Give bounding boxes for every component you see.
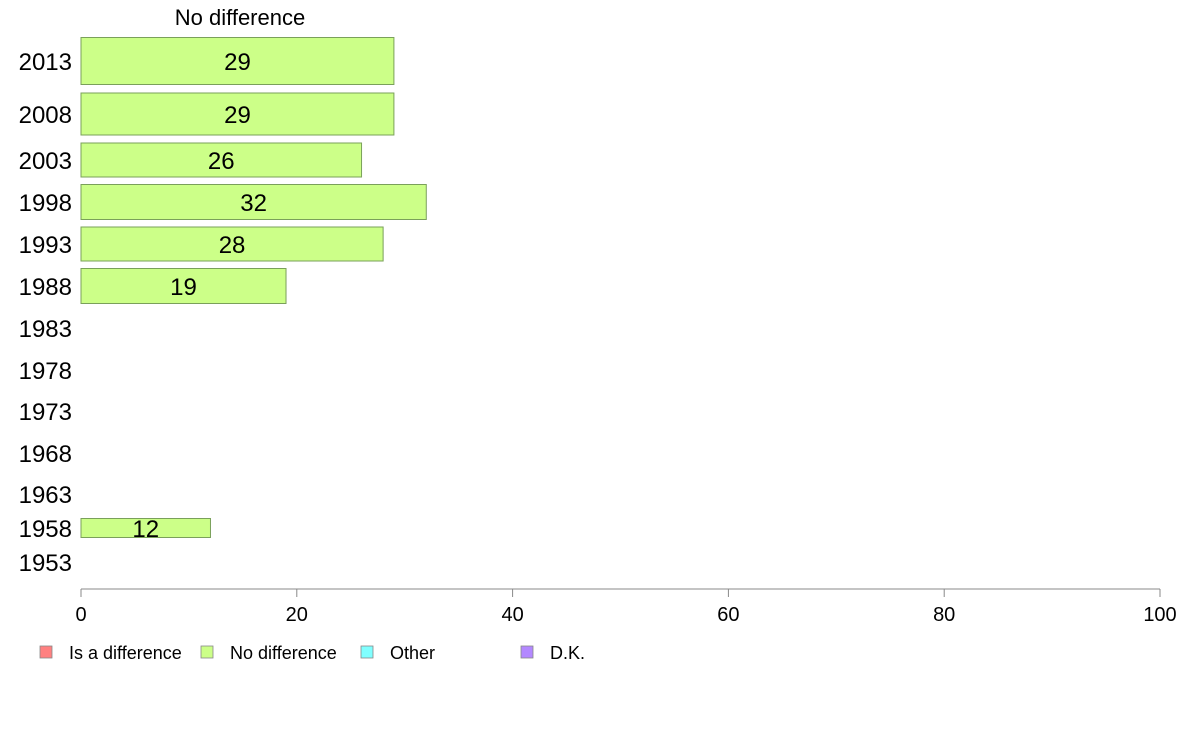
bar-1958 [80,518,211,538]
year-labels: 2013 2008 2003 1998 1993 1988 1983 1978 1973 1968… [19,49,72,577]
year-label-2013: 2013 [19,49,72,76]
bar-label-2003: 26 [208,148,235,175]
year-label-1958: 1958 [19,516,72,543]
legend-swatch-0 [39,645,53,659]
bar-label-1958: 12 [132,516,159,543]
bar-label-1998: 32 [240,190,267,217]
legend: Is a difference No difference Other D.K. [39,643,585,663]
year-label-1988: 1988 [19,274,72,301]
year-label-1998: 1998 [19,190,72,217]
year-label-2003: 2003 [19,148,72,175]
bar-1998 [80,184,427,220]
bar-label-2013: 29 [224,49,251,76]
year-label-1968: 1968 [19,441,72,468]
x-tick-label-40: 40 [501,604,523,626]
legend-swatch-2 [360,645,374,659]
legend-label-3: D.K. [550,643,585,663]
x-tick-label-100: 100 [1143,604,1176,626]
year-label-1983: 1983 [19,316,72,343]
bar-2008 [80,92,395,136]
bar-label-1993: 28 [219,232,246,259]
x-tick-label-0: 0 [75,604,86,626]
year-label-1973: 1973 [19,399,72,426]
x-tick-label-80: 80 [933,604,955,626]
bar-label-1988: 19 [170,274,197,301]
bar-1988 [80,268,287,304]
year-label-1978: 1978 [19,358,72,385]
legend-label-0: Is a difference [69,643,182,663]
bar-1993 [80,226,384,262]
legend-label-1: No difference [230,643,337,663]
year-label-1953: 1953 [19,550,72,577]
chart-title: No difference [175,5,305,30]
x-axis: 0 20 40 60 80 100 [75,588,1177,626]
bar-2003 [80,142,363,178]
year-label-2008: 2008 [19,102,72,129]
legend-swatch-1 [200,645,214,659]
bar-label-2008: 29 [224,102,251,129]
x-tick-label-20: 20 [286,604,308,626]
legend-label-2: Other [390,643,435,663]
year-label-1963: 1963 [19,482,72,509]
legend-swatch-3 [520,645,534,659]
x-tick-label-60: 60 [717,604,739,626]
bar-2013 [80,37,395,85]
year-label-1993: 1993 [19,232,72,259]
